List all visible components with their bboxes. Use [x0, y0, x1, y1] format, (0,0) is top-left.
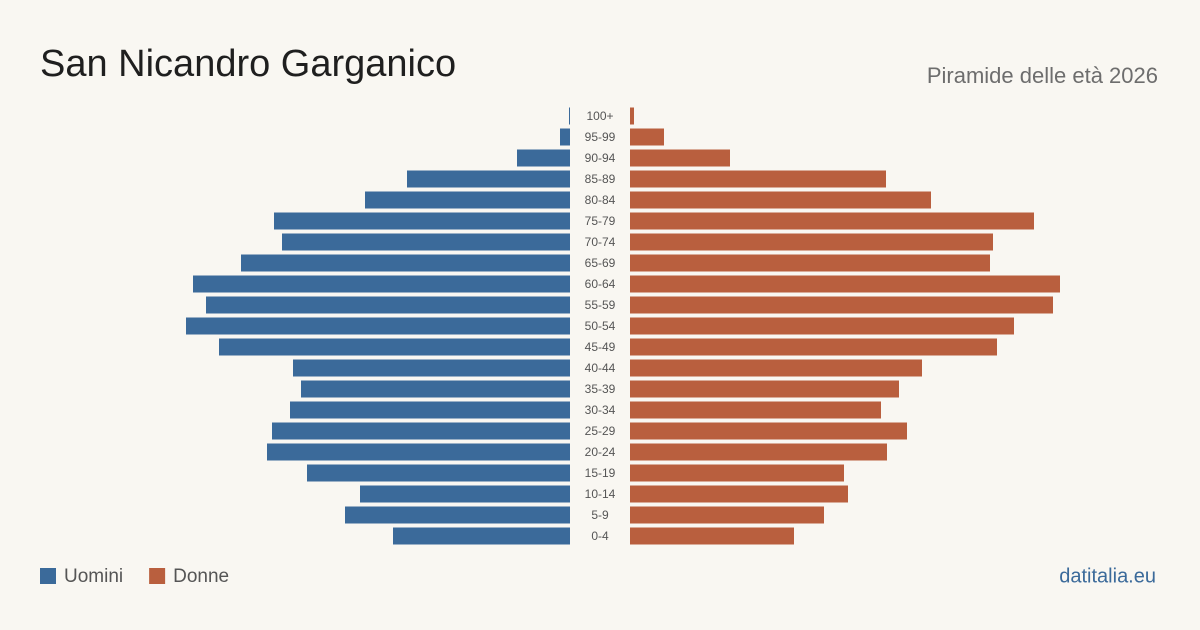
age-label: 80-84: [585, 193, 616, 207]
bar: [630, 317, 1014, 335]
bar: [407, 170, 570, 188]
age-label: 25-29: [585, 424, 616, 438]
age-label: 0-4: [591, 529, 609, 543]
bar: [630, 233, 993, 251]
bar: [365, 191, 570, 209]
source: datitalia.eu: [1059, 565, 1156, 587]
age-label: 85-89: [585, 172, 616, 186]
age-label: 100+: [586, 109, 613, 123]
bar: [293, 359, 570, 377]
age-label: 40-44: [585, 361, 616, 375]
bar: [206, 296, 570, 314]
bar: [630, 107, 634, 125]
bar: [630, 485, 848, 503]
age-label: 65-69: [585, 256, 616, 270]
bar: [345, 506, 570, 524]
age-label: 50-54: [585, 319, 616, 333]
bar: [630, 275, 1060, 293]
age-label: 35-39: [585, 382, 616, 396]
age-label: 75-79: [585, 214, 616, 228]
bar: [630, 191, 931, 209]
bar: [630, 149, 730, 167]
age-label: 5-9: [591, 508, 609, 522]
bar: [517, 149, 570, 167]
bar: [630, 380, 899, 398]
bar: [307, 464, 570, 482]
bar: [560, 128, 570, 146]
bar: [630, 422, 907, 440]
bar: [630, 464, 844, 482]
legend-label: Donne: [173, 566, 229, 587]
bar: [360, 485, 570, 503]
age-label: 60-64: [585, 277, 616, 291]
bar: [219, 338, 570, 356]
age-label: 95-99: [585, 130, 616, 144]
age-label: 15-19: [585, 466, 616, 480]
age-label: 90-94: [585, 151, 616, 165]
bar: [282, 233, 570, 251]
legend-swatch: [149, 568, 166, 584]
chart-title: San Nicandro Garganico: [40, 43, 456, 85]
bar: [630, 296, 1053, 314]
age-label: 20-24: [585, 445, 616, 459]
bar: [630, 506, 824, 524]
bar: [630, 527, 794, 545]
age-label: 10-14: [585, 487, 616, 501]
age-label: 70-74: [585, 235, 616, 249]
age-label: 55-59: [585, 298, 616, 312]
bar: [290, 401, 570, 419]
bar: [630, 359, 922, 377]
legend-swatch: [40, 568, 56, 584]
bar: [272, 422, 570, 440]
bar: [267, 443, 570, 461]
bar: [630, 212, 1034, 230]
chart-subtitle: Piramide delle età 2026: [927, 63, 1158, 88]
bar: [193, 275, 570, 293]
bar: [630, 170, 886, 188]
bar: [630, 254, 990, 272]
bar: [393, 527, 570, 545]
age-label: 45-49: [585, 340, 616, 354]
bar: [301, 380, 570, 398]
age-label: 30-34: [585, 403, 616, 417]
bar: [630, 401, 881, 419]
bar: [274, 212, 570, 230]
bar: [186, 317, 570, 335]
bar: [630, 128, 664, 146]
bar: [241, 254, 570, 272]
bar: [630, 338, 997, 356]
legend-label: Uomini: [64, 566, 123, 587]
bar: [630, 443, 887, 461]
bar: [569, 107, 570, 125]
